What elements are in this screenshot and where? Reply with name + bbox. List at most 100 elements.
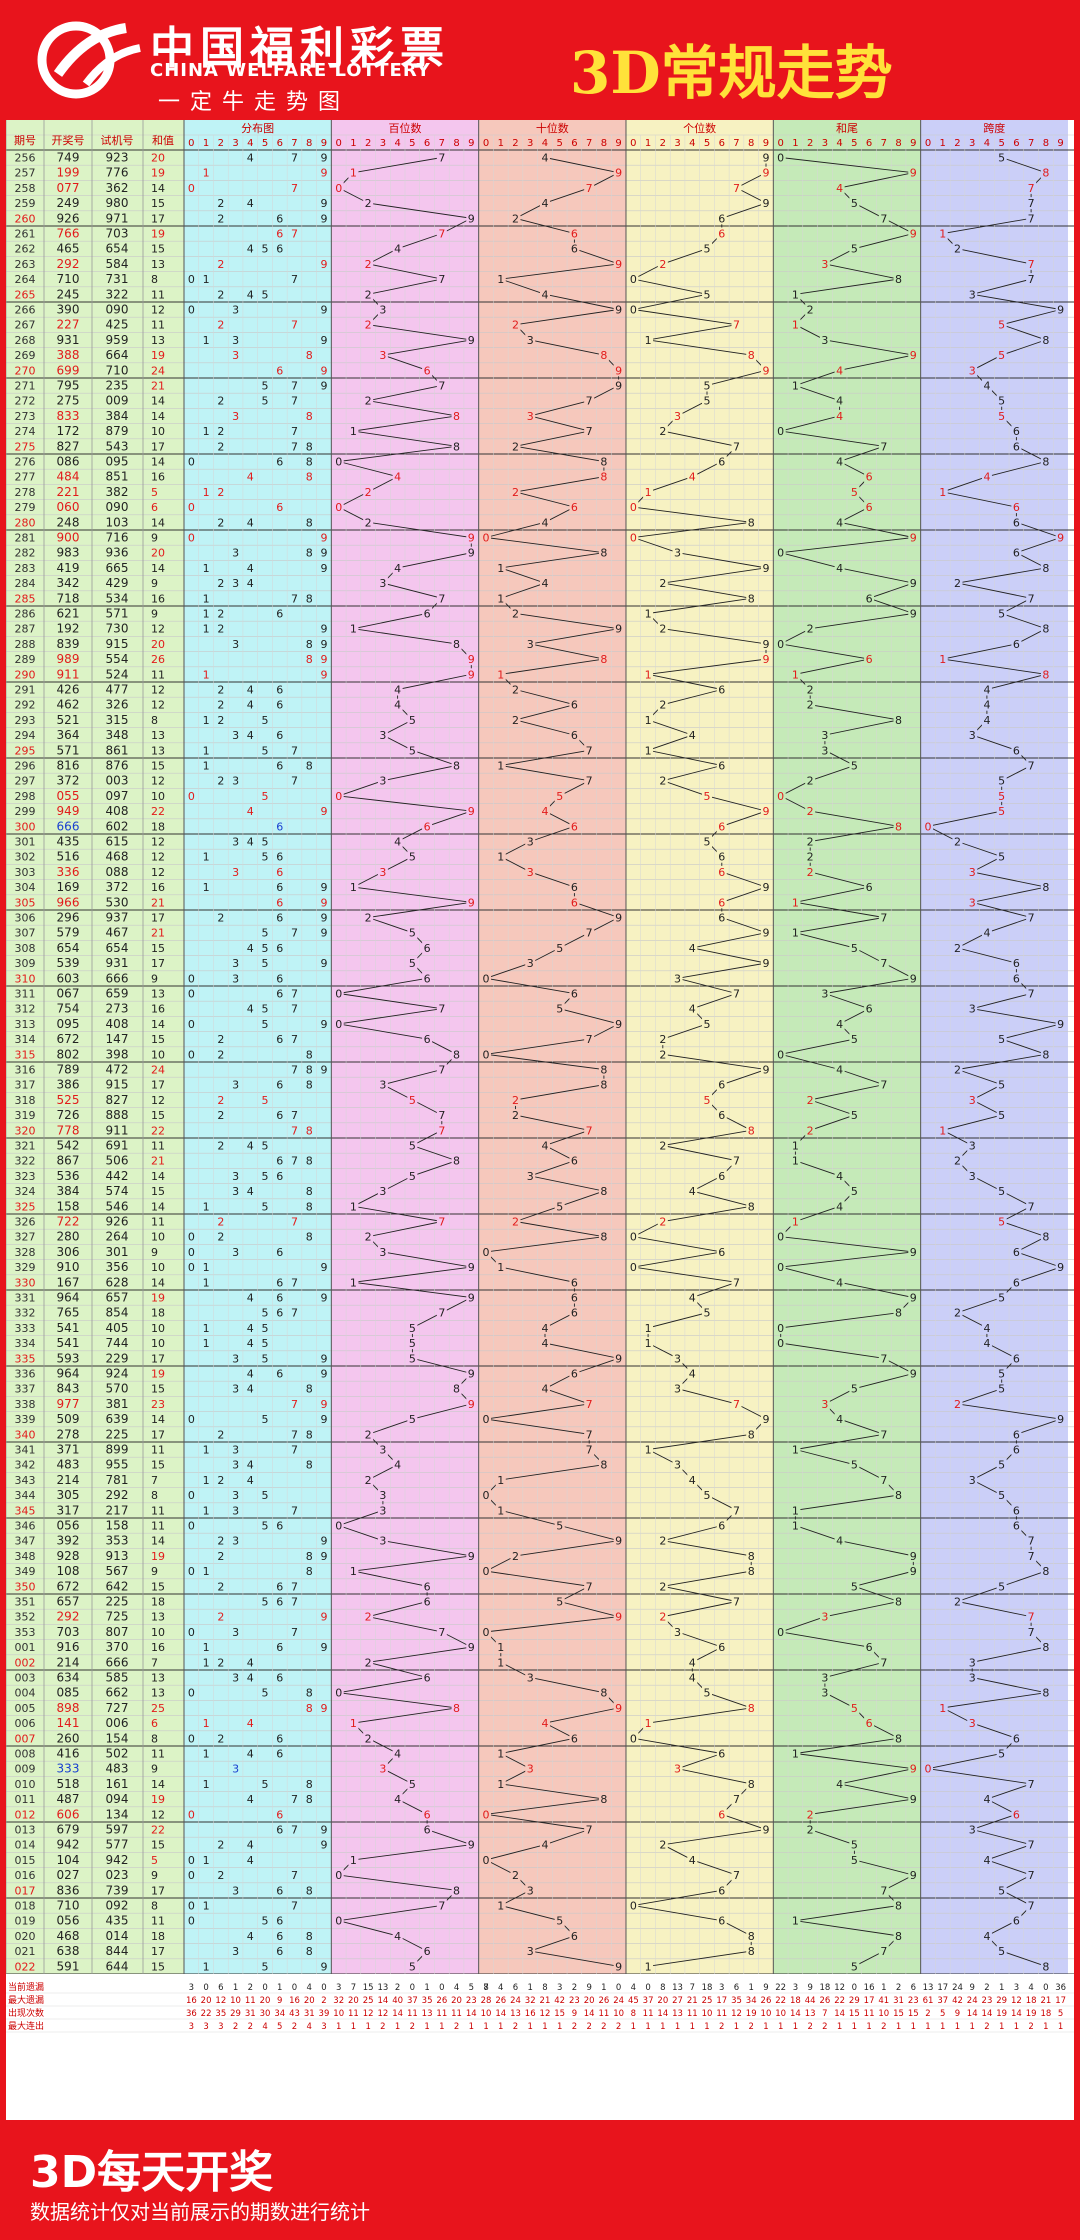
dist-digit: 4 bbox=[247, 1839, 254, 1852]
trend-point-tens: 6 bbox=[571, 699, 578, 712]
trend-point-bg bbox=[422, 1823, 433, 1836]
trend-line-sumtail bbox=[779, 157, 916, 1967]
trend-point-hundreds: 9 bbox=[468, 1292, 475, 1305]
dist-digit: 4 bbox=[247, 1672, 254, 1685]
trend-point-tens: 1 bbox=[497, 562, 504, 575]
dist-digit: 3 bbox=[232, 1246, 239, 1259]
stats-value: 19 bbox=[746, 2009, 757, 2019]
stats-value: 37 bbox=[937, 1996, 948, 2006]
dist-digit: 7 bbox=[291, 775, 298, 788]
stats-value: 16 bbox=[864, 1983, 875, 1993]
digit-header-sumtail: 0 bbox=[777, 138, 783, 149]
trend-point-sumtail: 7 bbox=[880, 1079, 887, 1092]
trend-point-sumtail: 0 bbox=[777, 152, 784, 165]
trend-point-sumtail: 4 bbox=[836, 182, 843, 195]
dist-digit: 2 bbox=[217, 212, 224, 225]
trend-point-sumtail: 5 bbox=[851, 1960, 858, 1973]
trend-point-units: 3 bbox=[674, 972, 681, 985]
issue-cell: 342 bbox=[15, 1459, 36, 1472]
trend-point-bg bbox=[1055, 303, 1066, 316]
trend-point-hundreds: 5 bbox=[409, 957, 416, 970]
stats-value: 1 bbox=[498, 2022, 503, 2032]
trend-point-bg bbox=[834, 364, 845, 377]
dist-digit: 5 bbox=[262, 927, 269, 940]
sum-cell: 22 bbox=[151, 805, 165, 818]
sum-cell: 8 bbox=[151, 1900, 158, 1913]
dist-digit: 9 bbox=[320, 1611, 327, 1624]
trend-point-bg bbox=[539, 1838, 550, 1851]
trend-point-bg bbox=[451, 759, 462, 772]
dist-digit: 5 bbox=[262, 1003, 269, 1016]
dist-digit: 2 bbox=[217, 1094, 224, 1107]
stats-value: 0 bbox=[616, 1983, 621, 1993]
trend-point-bg bbox=[554, 1595, 565, 1608]
trend-point-sumtail: 9 bbox=[910, 1550, 917, 1563]
digit-header-hundreds: 4 bbox=[394, 138, 400, 149]
dist-digit: 0 bbox=[188, 1565, 195, 1578]
trend-point-bg bbox=[569, 1154, 580, 1167]
trend-point-bg bbox=[996, 1185, 1007, 1198]
stats-value: 5 bbox=[277, 2022, 282, 2032]
dist-digit: 2 bbox=[217, 1033, 224, 1046]
trend-point-bg bbox=[1026, 1777, 1037, 1790]
win-number-cell: 926 bbox=[57, 211, 80, 225]
col-header-sum: 和值 bbox=[152, 134, 174, 147]
trend-point-units: 4 bbox=[689, 1003, 696, 1016]
trend-point-bg bbox=[613, 166, 624, 179]
trend-point-bg bbox=[643, 485, 654, 498]
trial-number-cell: 506 bbox=[106, 1154, 129, 1168]
trend-point-bg bbox=[746, 1929, 757, 1942]
digit-header-dist: 6 bbox=[277, 138, 283, 149]
digit-header-tens: 2 bbox=[512, 138, 518, 149]
issue-cell: 315 bbox=[15, 1048, 36, 1061]
win-number-cell: 525 bbox=[57, 1093, 80, 1107]
issue-cell: 011 bbox=[15, 1793, 36, 1806]
footer-note: 数据统计仅对当前展示的期数进行统计 bbox=[30, 2200, 370, 2224]
trend-point-units: 5 bbox=[704, 395, 711, 408]
dist-digit: 0 bbox=[188, 790, 195, 803]
dist-digit: 6 bbox=[276, 988, 283, 1001]
trend-point-bg bbox=[525, 957, 536, 970]
dist-digit: 9 bbox=[320, 1839, 327, 1852]
stats-value: 14 bbox=[466, 2009, 477, 2019]
issue-cell: 017 bbox=[15, 1884, 36, 1897]
trend-point-bg bbox=[1026, 1899, 1037, 1912]
sum-cell: 9 bbox=[151, 532, 158, 545]
trend-point-bg bbox=[849, 759, 860, 772]
trend-point-hundreds: 5 bbox=[409, 1140, 416, 1153]
trend-point-sumtail: 0 bbox=[777, 547, 784, 560]
dist-digit: 8 bbox=[306, 410, 313, 423]
dist-digit: 8 bbox=[306, 1064, 313, 1077]
trend-point-span: 9 bbox=[1057, 1261, 1064, 1274]
digit-header-span: 8 bbox=[1043, 138, 1049, 149]
trend-point-bg bbox=[790, 1519, 801, 1532]
trend-point-sumtail: 4 bbox=[836, 1276, 843, 1289]
trend-point-bg bbox=[643, 744, 654, 757]
trend-point-bg bbox=[510, 212, 521, 225]
trend-point-bg bbox=[613, 303, 624, 316]
sum-cell: 11 bbox=[151, 1444, 165, 1457]
trend-point-span: 3 bbox=[969, 1474, 976, 1487]
dist-digit: 8 bbox=[306, 349, 313, 362]
issue-cell: 312 bbox=[15, 1003, 36, 1016]
sum-cell: 13 bbox=[151, 1687, 165, 1700]
trend-point-bg bbox=[790, 926, 801, 939]
trend-point-hundreds: 0 bbox=[335, 790, 342, 803]
sum-cell: 10 bbox=[151, 1626, 165, 1639]
trend-point-tens: 9 bbox=[615, 304, 622, 317]
trend-point-bg bbox=[731, 1869, 742, 1882]
trend-point-bg bbox=[1040, 561, 1051, 574]
dist-digit: 6 bbox=[276, 866, 283, 879]
dist-digit: 0 bbox=[188, 1854, 195, 1867]
win-number-cell: 593 bbox=[57, 1351, 80, 1365]
trend-point-bg bbox=[878, 1884, 889, 1897]
trend-line-hundreds bbox=[337, 157, 473, 1967]
trend-point-span: 7 bbox=[1028, 1900, 1035, 1913]
trend-point-hundreds: 6 bbox=[424, 1945, 431, 1958]
trend-point-sumtail: 1 bbox=[792, 1748, 799, 1761]
trend-point-bg bbox=[1026, 1869, 1037, 1882]
stats-value: 10 bbox=[775, 2009, 786, 2019]
issue-cell: 320 bbox=[15, 1124, 36, 1137]
trend-point-bg bbox=[731, 1397, 742, 1410]
digit-header-tens: 9 bbox=[615, 138, 621, 149]
